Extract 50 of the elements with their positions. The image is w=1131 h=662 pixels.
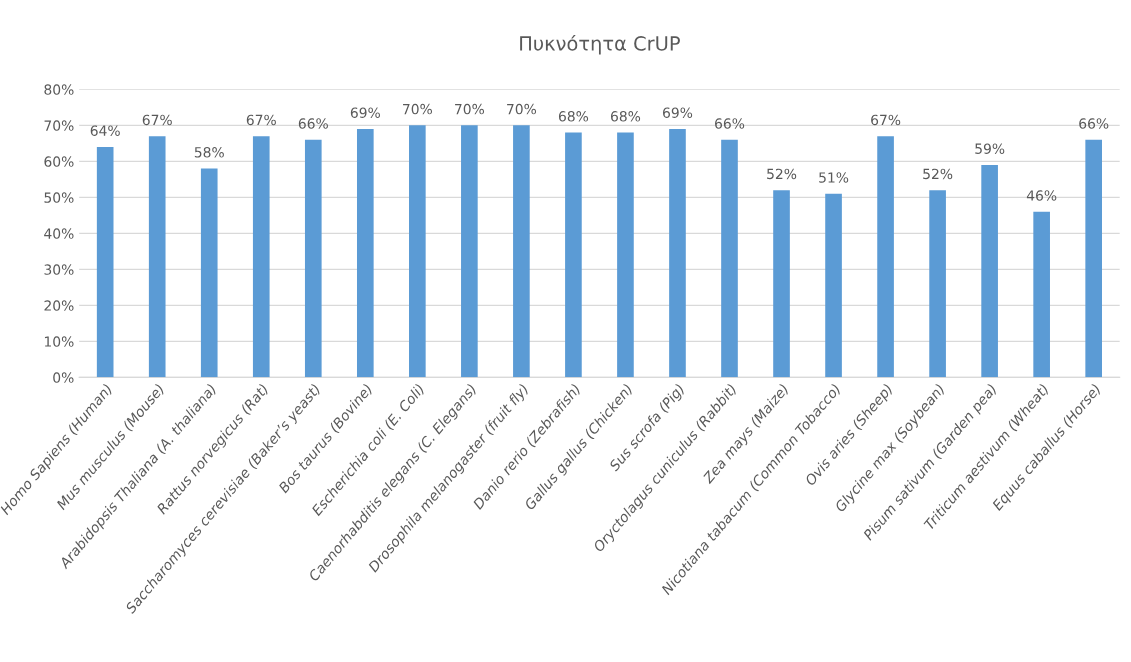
bar <box>461 125 478 378</box>
y-tick-label: 60% <box>44 156 74 167</box>
y-tick-label: 50% <box>44 192 74 203</box>
y-tick-label: 20% <box>44 300 74 311</box>
y-tick-label: 30% <box>44 264 74 275</box>
data-label: 59% <box>975 143 1005 154</box>
data-label: 70% <box>403 103 433 115</box>
data-label: 70% <box>455 103 485 115</box>
bar <box>981 164 998 378</box>
bar <box>409 125 426 378</box>
data-label: 68% <box>558 111 589 122</box>
data-label: 68% <box>610 111 641 122</box>
bar <box>304 139 322 378</box>
bar <box>1085 139 1102 378</box>
y-tick-label: 40% <box>44 228 74 239</box>
bar <box>513 125 530 378</box>
bar <box>929 190 946 378</box>
bar <box>252 136 270 378</box>
chart-title: Πυκνότητα CrUP <box>520 34 680 55</box>
data-label: 69% <box>350 107 380 118</box>
bar <box>669 128 686 378</box>
data-label: 66% <box>715 118 745 129</box>
bar <box>565 132 582 378</box>
bar <box>1033 211 1050 378</box>
data-label: 46% <box>1026 190 1057 201</box>
bar <box>773 190 790 378</box>
data-label: 51% <box>819 172 849 183</box>
bar <box>617 132 634 378</box>
data-label: 67% <box>142 114 172 126</box>
data-label: 67% <box>246 114 276 126</box>
data-label: 58% <box>194 147 224 158</box>
data-label: 70% <box>507 103 537 115</box>
bar <box>148 136 166 378</box>
bar <box>825 193 842 378</box>
bar <box>877 136 894 378</box>
bar <box>356 128 374 378</box>
data-label: 66% <box>298 118 328 129</box>
data-label: 69% <box>663 107 693 118</box>
y-tick-label: 10% <box>44 336 74 347</box>
data-label: 67% <box>871 114 901 126</box>
bar <box>721 139 738 378</box>
bar <box>96 146 114 378</box>
data-label: 66% <box>1079 118 1109 129</box>
data-label: 52% <box>923 168 953 180</box>
data-label: 64% <box>90 125 120 136</box>
y-tick-label: 0% <box>53 372 74 383</box>
bar <box>200 168 218 378</box>
y-tick-label: 70% <box>44 120 74 131</box>
data-label: 52% <box>767 168 797 180</box>
y-tick-label: 80% <box>44 84 74 95</box>
